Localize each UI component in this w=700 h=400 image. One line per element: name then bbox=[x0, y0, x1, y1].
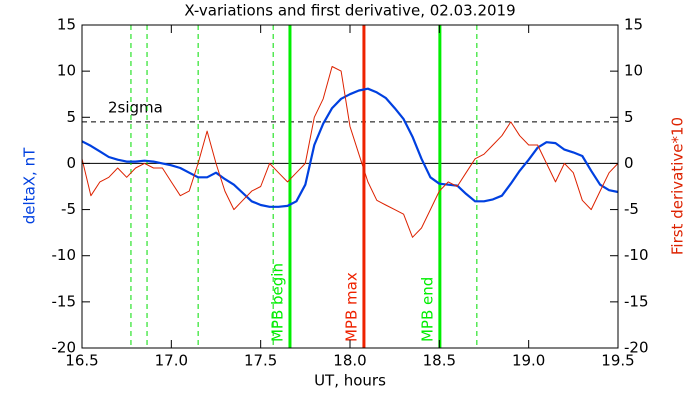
x-tick-label: 17.5 bbox=[244, 352, 277, 370]
y-tick-label: -15 bbox=[52, 292, 77, 310]
y-tick-label: 0 bbox=[66, 154, 76, 172]
event-label: MPB end bbox=[418, 277, 436, 342]
x-tick-label: 16.5 bbox=[65, 352, 98, 370]
x-tick-label: 18.5 bbox=[423, 352, 456, 370]
chart-title: X-variations and first derivative, 02.03… bbox=[184, 2, 515, 20]
y2-tick-label: 15 bbox=[624, 16, 643, 34]
reference-label: 2sigma bbox=[108, 98, 163, 116]
event-label: MPB begin bbox=[268, 263, 286, 342]
series-line bbox=[81, 66, 619, 238]
y2-tick-label: -15 bbox=[624, 292, 649, 310]
y2-tick-label: -10 bbox=[624, 246, 649, 264]
y2-axis-label: First derivative*10 bbox=[669, 117, 687, 255]
y2-tick-label: 10 bbox=[624, 62, 643, 80]
y2-tick-label: -20 bbox=[624, 339, 649, 357]
y2-tick-label: -5 bbox=[624, 200, 639, 218]
y-tick-label: 15 bbox=[57, 16, 76, 34]
series-line bbox=[81, 87, 619, 208]
x-tick-label: 19.0 bbox=[512, 352, 545, 370]
x-tick-label: 17.0 bbox=[155, 352, 188, 370]
event-label: MPB max bbox=[342, 272, 360, 342]
y-tick-label: -20 bbox=[52, 339, 77, 357]
y-tick-label: 5 bbox=[66, 108, 76, 126]
x-axis-label: UT, hours bbox=[314, 372, 386, 390]
y-tick-label: -10 bbox=[52, 246, 77, 264]
y2-tick-label: 5 bbox=[624, 108, 634, 126]
y-tick-label: -5 bbox=[61, 200, 76, 218]
x-tick-label: 19.5 bbox=[601, 352, 634, 370]
y-axis-label: deltaX, nT bbox=[21, 147, 39, 224]
x-tick-label: 18.0 bbox=[333, 352, 366, 370]
y-tick-label: 10 bbox=[57, 62, 76, 80]
y2-tick-label: 0 bbox=[624, 154, 634, 172]
